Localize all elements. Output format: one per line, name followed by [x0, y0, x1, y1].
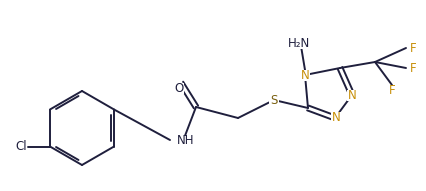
Text: N: N — [331, 111, 340, 124]
Bar — [287, 37, 310, 49]
Text: N: N — [300, 69, 309, 82]
Text: NH: NH — [177, 134, 194, 147]
Bar — [386, 84, 396, 96]
Text: F: F — [409, 62, 416, 74]
Text: N: N — [347, 88, 356, 101]
Bar — [173, 83, 184, 94]
Text: F: F — [388, 83, 394, 96]
Text: Cl: Cl — [15, 140, 27, 153]
Bar — [268, 95, 278, 105]
Text: S: S — [270, 94, 277, 107]
Bar — [409, 43, 419, 53]
Bar — [11, 141, 27, 152]
Bar — [330, 112, 340, 122]
Text: H₂N: H₂N — [287, 36, 309, 49]
Text: O: O — [174, 82, 183, 95]
Bar — [177, 135, 193, 146]
Bar — [346, 90, 356, 100]
Bar — [299, 70, 309, 80]
Bar — [409, 62, 419, 74]
Text: F: F — [409, 41, 416, 54]
